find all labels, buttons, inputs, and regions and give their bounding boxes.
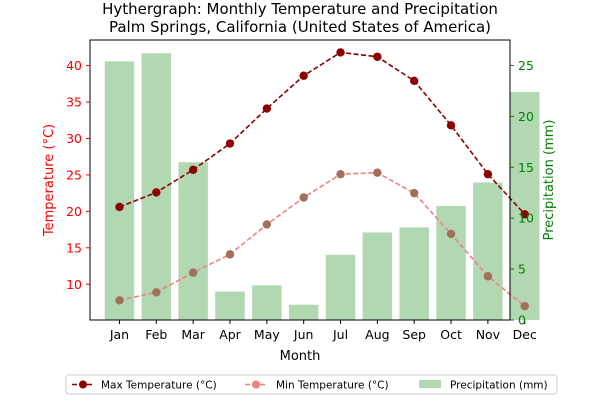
- precip-bar-nov: [473, 182, 503, 320]
- max-temp-point-aug: [373, 52, 382, 61]
- plot-frame: [89, 39, 511, 321]
- x-tick-label-jul: Jul: [332, 327, 348, 342]
- max-temp-point-sep: [410, 76, 419, 86]
- x-axis-label: Month: [280, 349, 321, 364]
- min-temp-point-feb: [152, 288, 161, 297]
- precip-bar-apr: [215, 291, 245, 320]
- x-tick-label-feb: Feb: [145, 327, 167, 342]
- max-temp-point-jan: [115, 202, 124, 212]
- left-tick-label-40: 40: [66, 58, 82, 73]
- x-tick-label-mar: Mar: [181, 327, 205, 342]
- precip-bar-feb: [141, 53, 172, 321]
- right-y-axis: 0 5 10 15 20 25: [510, 58, 534, 328]
- x-tick-label-apr: Apr: [219, 327, 241, 342]
- max-temp-point-apr: [225, 139, 235, 148]
- right-y-axis-label: Precipitation (mm): [542, 120, 557, 241]
- x-tick-label-dec: Dec: [513, 327, 537, 342]
- left-y-axis-label: Temperature (°C): [42, 124, 57, 237]
- x-axis: Jan Feb Mar Apr May Jun Jul Aug Sep Oct Nov Dec: [109, 320, 537, 342]
- precip-bar-may: [252, 285, 282, 320]
- max-temp-point-oct: [446, 121, 456, 130]
- x-tick-label-jan: Jan: [109, 327, 129, 342]
- precip-bar-jul: [325, 254, 356, 320]
- x-tick-label-oct: Oct: [440, 327, 462, 342]
- legend-precip-swatch: [419, 380, 441, 388]
- min-temp-point-jun: [299, 193, 308, 202]
- chart-title-line2: Palm Springs, California (United States …: [109, 18, 491, 36]
- min-temp-point-apr: [225, 250, 235, 259]
- min-temp-point-sep: [410, 188, 419, 198]
- chart-title-line1: Hythergraph: Monthly Temperature and Pre…: [102, 0, 498, 18]
- max-temp-point-jun: [299, 71, 308, 80]
- precip-bar-oct: [436, 205, 466, 320]
- right-tick-label-5: 5: [518, 262, 526, 277]
- x-tick-label-aug: Aug: [365, 327, 389, 342]
- precip-bar-jun: [288, 304, 319, 320]
- precipitation-bars: [104, 53, 540, 321]
- right-tick-label-15: 15: [518, 160, 534, 175]
- left-tick-label-30: 30: [66, 131, 82, 146]
- left-tick-label-20: 20: [66, 204, 82, 219]
- legend: Max Temperature (°C) Min Temperature (°C…: [65, 374, 558, 395]
- legend-frame: [65, 374, 558, 395]
- min-temp-point-aug: [373, 168, 382, 177]
- max-temperature-line: [119, 51, 526, 215]
- precip-bar-aug: [362, 232, 393, 320]
- precip-bar-mar: [178, 162, 208, 320]
- left-tick-label-25: 25: [66, 167, 82, 182]
- x-tick-label-may: May: [254, 327, 280, 342]
- right-tick-label-25: 25: [518, 58, 534, 73]
- min-temp-point-mar: [188, 268, 198, 277]
- x-tick-label-nov: Nov: [476, 327, 501, 342]
- legend-max-marker: [79, 380, 87, 389]
- min-temp-point-oct: [446, 229, 456, 239]
- precip-bar-jan: [104, 61, 135, 321]
- right-tick-label-0: 0: [518, 313, 526, 328]
- min-temperature-line: [119, 171, 526, 307]
- min-temp-point-jan: [115, 296, 124, 305]
- legend-max-label: Max Temperature (°C): [101, 380, 217, 392]
- temperature-lines: [115, 48, 529, 311]
- x-tick-label-sep: Sep: [402, 327, 426, 342]
- right-tick-label-20: 20: [518, 109, 534, 124]
- max-temp-point-mar: [188, 165, 198, 174]
- left-tick-label-10: 10: [66, 277, 82, 292]
- legend-precip-label: Precipitation (mm): [450, 380, 548, 392]
- left-tick-label-15: 15: [66, 240, 82, 255]
- left-y-axis: 10 15 20 25 30 35 40: [66, 58, 90, 292]
- precip-bar-dec: [510, 91, 540, 320]
- legend-min-marker: [252, 380, 260, 389]
- legend-min-label: Min Temperature (°C): [276, 380, 389, 392]
- max-temp-point-nov: [483, 169, 493, 179]
- x-tick-label-jun: Jun: [293, 327, 314, 342]
- min-temp-point-dec: [520, 301, 529, 311]
- right-tick-label-10: 10: [518, 211, 534, 226]
- max-temp-point-feb: [152, 188, 161, 197]
- left-tick-label-35: 35: [66, 94, 82, 109]
- precip-bar-sep: [399, 227, 429, 320]
- min-temp-point-may: [262, 220, 272, 229]
- max-temp-point-may: [262, 104, 272, 113]
- max-temp-point-jul: [336, 48, 345, 57]
- max-temp-point-dec: [520, 210, 529, 219]
- min-temp-point-nov: [483, 272, 493, 281]
- min-temp-point-jul: [336, 169, 345, 179]
